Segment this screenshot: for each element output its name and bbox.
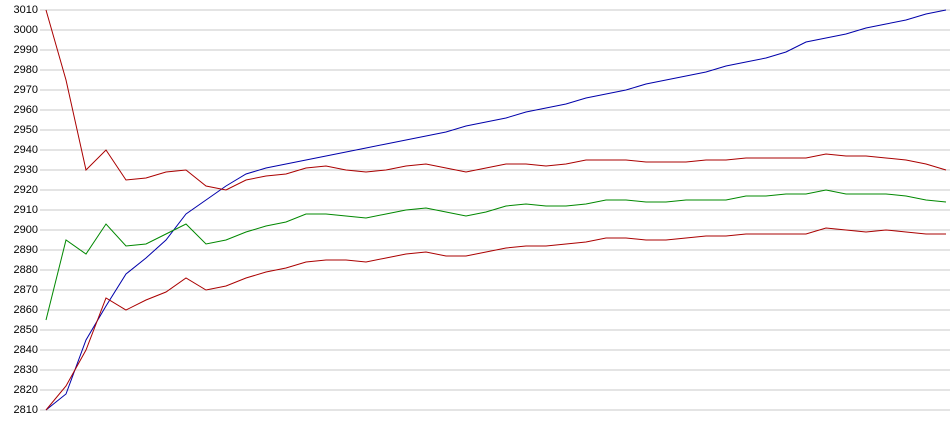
y-tick-label: 2920 [14, 184, 38, 196]
y-tick-label: 2980 [14, 64, 38, 76]
series-line [45, 227, 946, 411]
y-tick-label: 2970 [14, 84, 38, 96]
y-tick-label: 2880 [14, 264, 38, 276]
y-tick-label: 2850 [14, 324, 38, 336]
y-tick-label: 2830 [14, 364, 38, 376]
y-tick-label: 2990 [14, 44, 38, 56]
y-tick-label: 2950 [14, 124, 38, 136]
y-tick-label: 2900 [14, 224, 38, 236]
y-tick-label: 2870 [14, 284, 38, 296]
series-line [45, 9, 947, 411]
y-tick-label: 2860 [14, 304, 38, 316]
y-tick-label: 2890 [14, 244, 38, 256]
series-line [45, 9, 947, 191]
y-tick-label: 2810 [14, 404, 38, 416]
y-tick-label: 3000 [14, 24, 38, 36]
y-tick-label: 2960 [14, 104, 38, 116]
y-tick-label: 2840 [14, 344, 38, 356]
y-tick-label: 2940 [14, 144, 38, 156]
y-tick-label: 3010 [14, 4, 38, 16]
series-line [45, 189, 947, 321]
y-tick-label: 2930 [14, 164, 38, 176]
y-tick-label: 2820 [14, 384, 38, 396]
y-tick-label: 2910 [14, 204, 38, 216]
